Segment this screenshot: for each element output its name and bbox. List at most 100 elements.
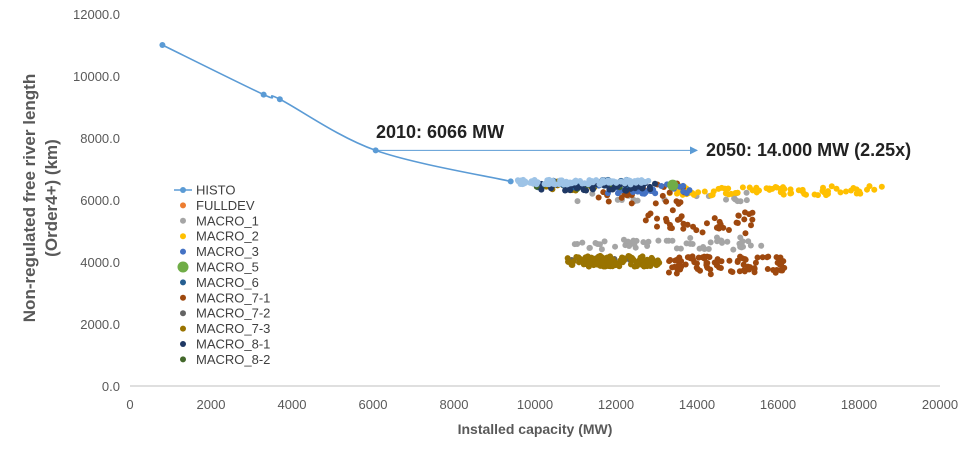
scatter-point (630, 257, 637, 264)
scatter-point (759, 254, 766, 261)
scatter-point (624, 192, 631, 199)
scatter-point (746, 266, 753, 273)
scatter-point (780, 191, 787, 198)
scatter-point (749, 216, 756, 223)
x-ticks: 0 2000 4000 6000 8000 10000 12000 14000 16000 180… (126, 397, 958, 412)
scatter-point (666, 189, 673, 196)
scatter-point (819, 187, 826, 194)
legend-label: HISTO (196, 183, 236, 198)
legend-label: MACRO_7-2 (196, 306, 270, 321)
legend-label: MACRO_8-2 (196, 352, 270, 367)
scatter-point (717, 264, 724, 271)
scatter-point (605, 177, 612, 184)
chart-marks (159, 42, 885, 278)
scatter-point (833, 185, 840, 192)
scatter-point (715, 185, 722, 192)
scatter-point (752, 259, 759, 266)
series-macro-1 (571, 189, 765, 253)
scatter-point (627, 181, 634, 188)
scatter-point (803, 191, 810, 198)
scatter-point (676, 216, 683, 223)
scatter-point (577, 177, 584, 184)
legend-item-macro-7-1: MACRO_7-1 (180, 290, 270, 305)
y-tick-label: 2000.0 (80, 317, 120, 332)
scatter-point (701, 188, 708, 195)
scatter-point (663, 198, 670, 205)
legend-label: MACRO_3 (196, 244, 259, 259)
scatter-point (673, 270, 680, 277)
legend-item-macro-8-1: MACRO_8-1 (180, 337, 270, 352)
scatter-point (748, 222, 755, 229)
axes: 0 2000 4000 6000 8000 10000 12000 14000 16000 180… (73, 7, 958, 412)
scatter-point (647, 186, 654, 193)
y-tick-label: 6000.0 (80, 193, 120, 208)
scatter-point (853, 190, 860, 197)
legend-item-histo: HISTO (174, 183, 236, 198)
scatter-point (639, 185, 646, 192)
scatter-point (691, 259, 698, 266)
scatter-point (626, 242, 633, 249)
annotation-2010: 2010: 6066 MW (376, 122, 504, 142)
scatter-point (848, 187, 855, 194)
legend-item-macro-1: MACRO_1 (180, 213, 259, 228)
scatter-point (828, 183, 835, 190)
scatter-point (764, 266, 771, 273)
scatter-point (627, 185, 634, 192)
legend-item-macro-8-2: MACRO_8-2 (180, 352, 270, 367)
scatter-point (667, 257, 674, 264)
legend-label: MACRO_7-1 (196, 290, 270, 305)
legend-marker (180, 217, 186, 224)
scatter-point (680, 182, 687, 189)
scatter-point (726, 257, 733, 264)
scatter-point (584, 253, 591, 260)
x-tick-label: 6000 (359, 397, 388, 412)
scatter-point (714, 238, 721, 245)
y-tick-label: 4000.0 (80, 255, 120, 270)
legend-marker (180, 294, 186, 301)
legend: HISTOFULLDEVMACRO_1MACRO_2MACRO_3MACRO_5… (174, 183, 270, 367)
scatter-point (734, 220, 741, 227)
legend-item-macro-5: MACRO_5 (177, 260, 259, 275)
scatter-point (575, 259, 582, 266)
scatter-point (637, 254, 644, 261)
histo-point (507, 178, 514, 185)
legend-label: MACRO_1 (196, 213, 259, 228)
scatter-point (566, 179, 573, 186)
scatter-point (663, 237, 670, 244)
scatter-point (597, 252, 604, 259)
legend-item-macro-6: MACRO_6 (180, 275, 259, 290)
scatter-point (787, 190, 794, 197)
legend-label: MACRO_8-1 (196, 337, 270, 352)
x-axis-title: Installed capacity (MW) (458, 421, 613, 437)
scatter-point (641, 190, 648, 197)
legend-marker (180, 202, 186, 209)
x-tick-label: 0 (126, 397, 133, 412)
scatter-point (710, 188, 717, 195)
scatter-point (735, 212, 742, 219)
scatter-point (519, 178, 526, 185)
series-macro-7-1 (595, 180, 788, 278)
series-histo (159, 42, 514, 185)
scatter-point (618, 178, 625, 185)
scatter-point (683, 190, 690, 197)
scatter-point (564, 255, 571, 262)
scatter-point (690, 191, 697, 198)
scatter-point (745, 238, 752, 245)
scatter-point (663, 215, 670, 222)
scatter-point (742, 256, 749, 263)
scatter-point (586, 245, 593, 252)
x-tick-label: 10000 (517, 397, 553, 412)
legend-marker (180, 310, 186, 317)
x-tick-label: 18000 (841, 397, 877, 412)
scatter-point (751, 265, 758, 272)
scatter-point (707, 271, 714, 278)
scatter-point (659, 192, 666, 199)
scatter-point (633, 237, 640, 244)
scatter-point (701, 245, 708, 252)
scatter-point (687, 255, 694, 262)
histo-line (162, 44, 511, 183)
scatter-point (706, 254, 713, 261)
scatter-point (586, 180, 593, 187)
histo-point (276, 96, 283, 103)
scatter-point (871, 186, 878, 193)
